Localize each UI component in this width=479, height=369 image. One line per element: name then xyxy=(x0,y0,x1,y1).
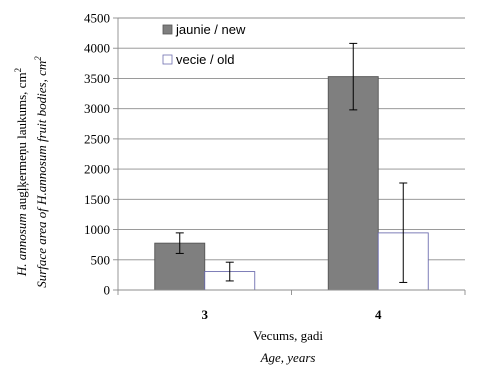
legend-swatch-new xyxy=(162,24,173,35)
y-tick-label: 1000 xyxy=(84,222,110,237)
gridlines xyxy=(113,17,465,291)
legend-swatch-old xyxy=(162,54,173,65)
y-axis-title: H. annosum augļķermeņu laukums, cm2 xyxy=(13,68,29,277)
error-bars xyxy=(175,42,408,283)
x-category-label: 4 xyxy=(375,307,382,322)
x-category-label: 3 xyxy=(202,307,209,322)
x-axis-title-english: Age, years xyxy=(260,350,316,365)
y-tick-label: 4500 xyxy=(84,11,110,26)
y-tick-label: 500 xyxy=(91,252,111,267)
y-tick-label: 4000 xyxy=(84,41,110,56)
axes xyxy=(117,18,466,295)
y-tick-labels: 0 500 1000 1500 2000 2500 3000 3500 4000 4500 xyxy=(84,11,110,298)
y-tick-label: 3000 xyxy=(84,101,110,116)
y-tick-label: 3500 xyxy=(84,71,110,86)
y-tick-label: 2500 xyxy=(84,131,110,146)
legend-label-old: vecie / old xyxy=(176,52,235,67)
legend-label-new: jaunie / new xyxy=(175,22,246,37)
y-tick-label: 1500 xyxy=(84,192,110,207)
legend: jaunie / new vecie / old xyxy=(162,22,246,67)
x-axis-title: Vecums, gadi xyxy=(253,328,323,343)
y-tick-label: 0 xyxy=(104,283,111,298)
y-axis-title-english: Surface area of H.annosum fruit bodies, … xyxy=(33,56,49,288)
y-tick-label: 2000 xyxy=(84,162,110,177)
